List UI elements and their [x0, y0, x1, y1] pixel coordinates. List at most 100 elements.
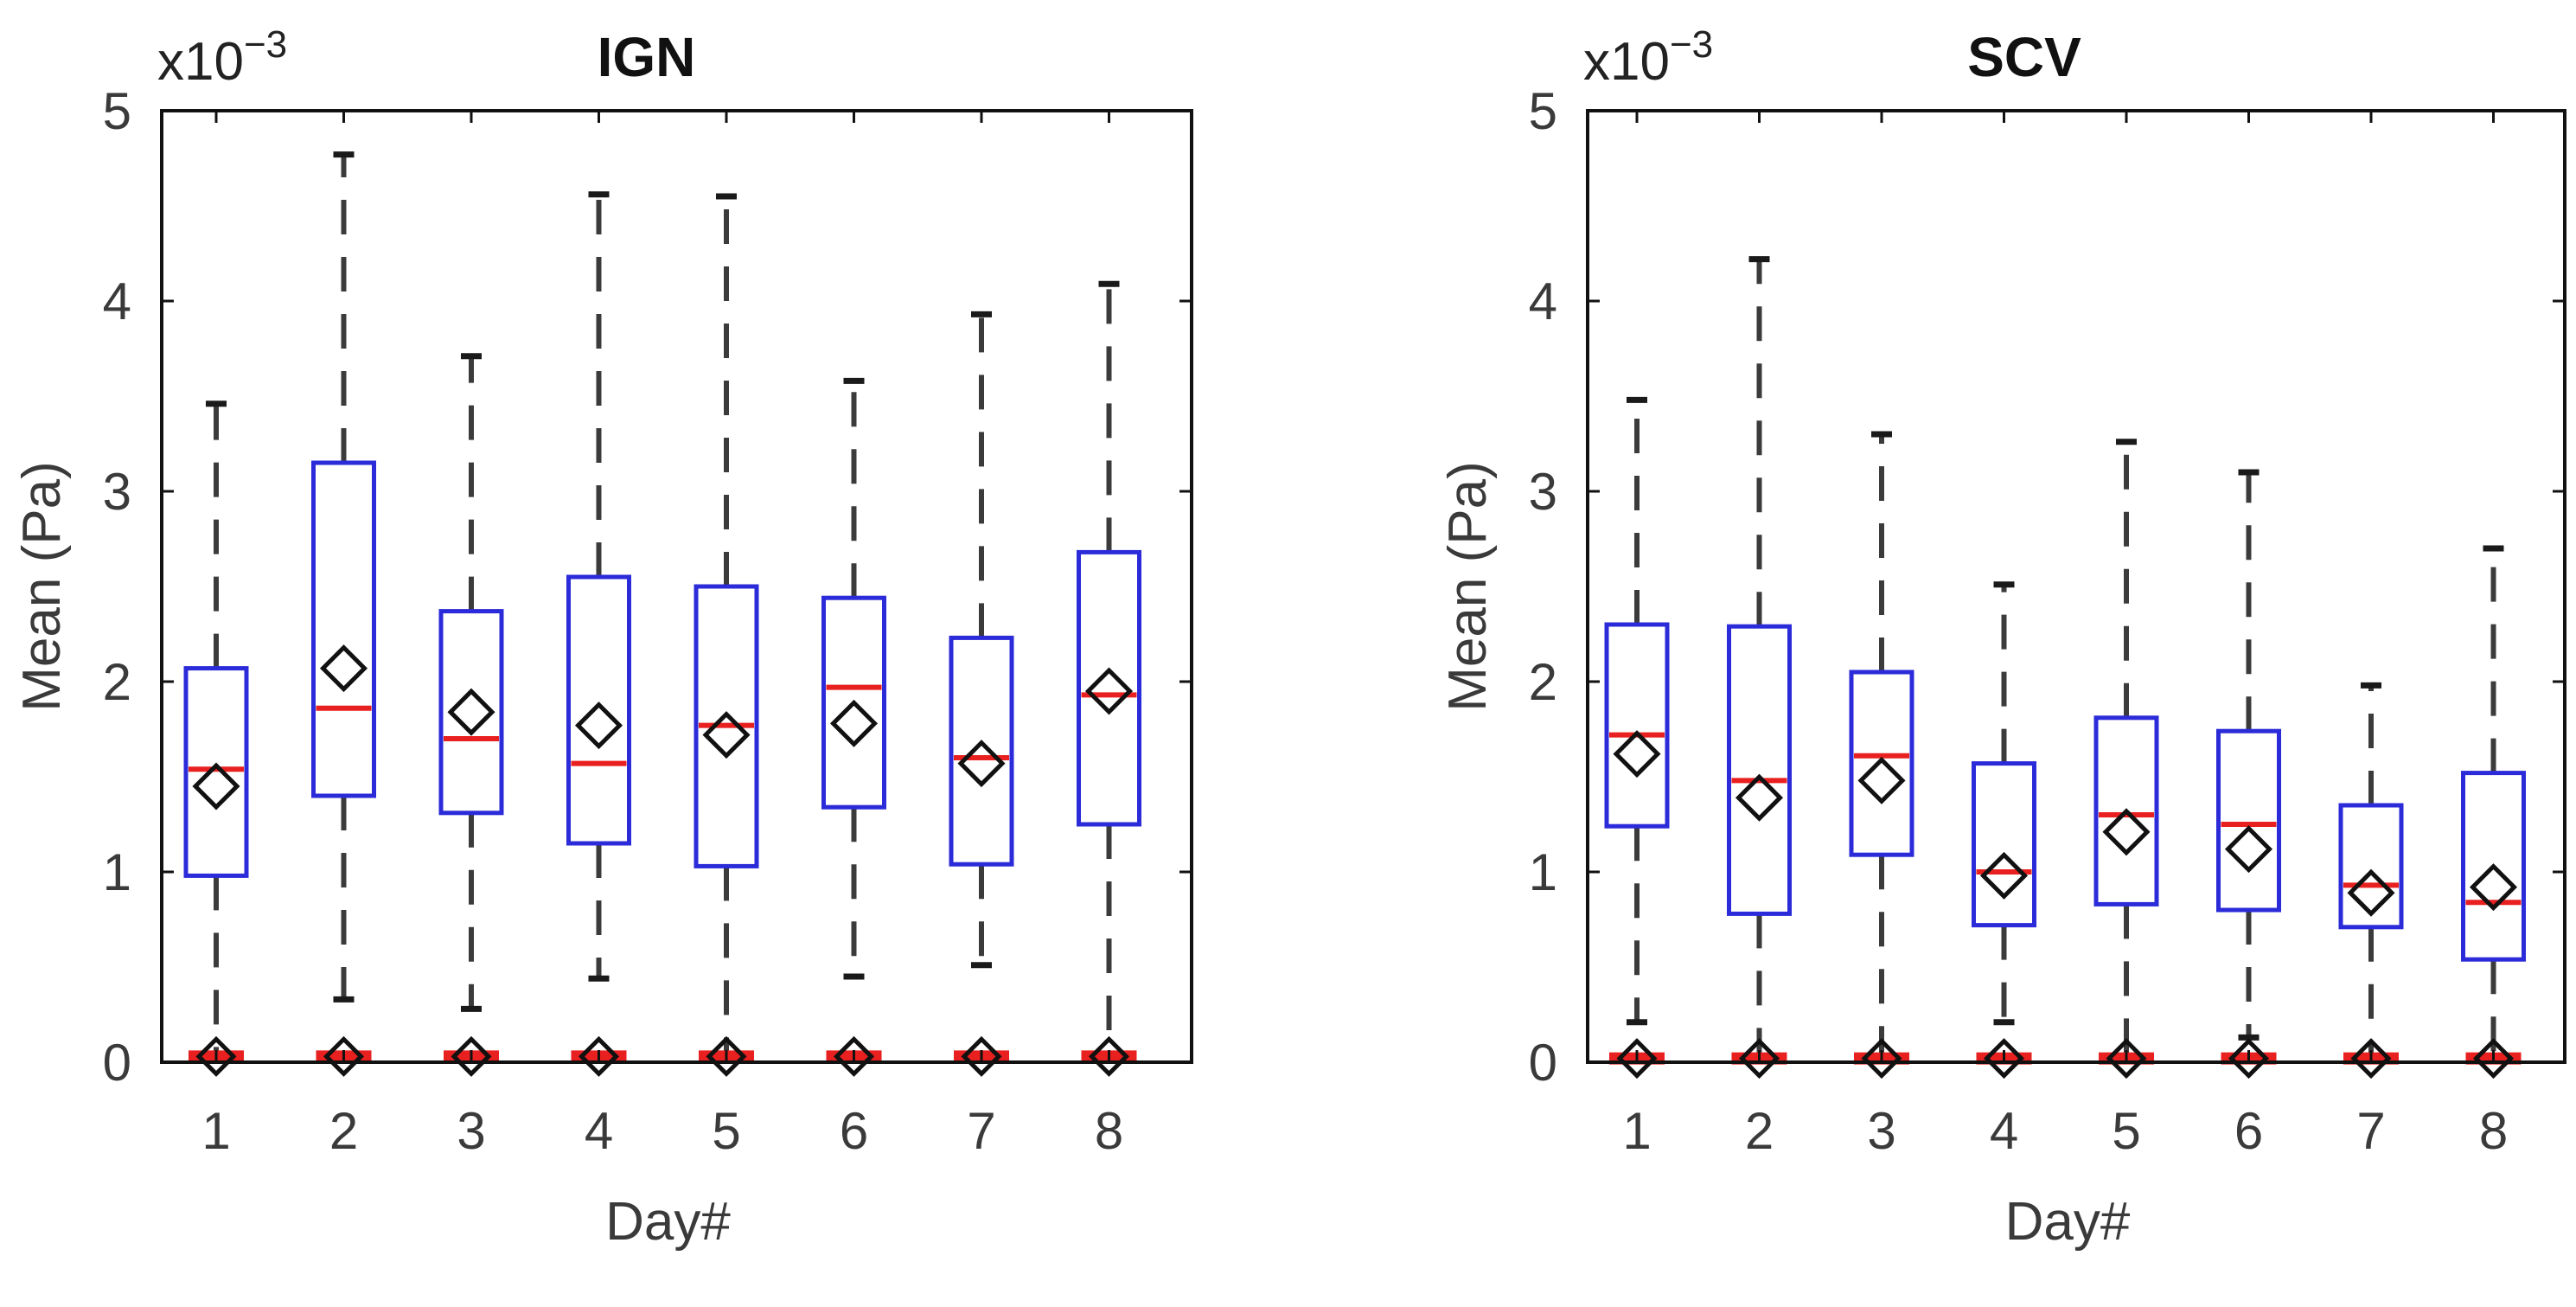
outlier-mean-marker — [578, 1035, 620, 1077]
mean-marker — [574, 702, 623, 750]
iqr-box — [2216, 728, 2281, 913]
y-tick-label: 1 — [1529, 843, 1557, 901]
mean-marker — [1613, 730, 1661, 778]
box-day-8 — [1077, 280, 1141, 1077]
axes-frame — [1586, 109, 2566, 1064]
mean-marker — [2102, 808, 2151, 856]
outlier-mean-marker — [451, 1035, 492, 1077]
y-tick-label: 4 — [1529, 272, 1557, 330]
iqr-box — [821, 595, 886, 810]
scale-label: x10−3 — [1583, 23, 1713, 92]
iqr-box — [1604, 622, 1670, 829]
outlier-mean-marker — [961, 1035, 1002, 1077]
mean-marker — [1735, 773, 1784, 822]
box-day-6 — [2216, 469, 2281, 1080]
box-day-7 — [949, 311, 1014, 1077]
x-tick-label: 1 — [1622, 1102, 1651, 1160]
y-tick-label: 0 — [103, 1034, 131, 1092]
iqr-box — [949, 635, 1014, 867]
panel-scv: x10−3 SCV 0 1 2 3 4 5 Mean (Pa) 1 2 3 4 5 6 7 8 Day# — [1438, 23, 2566, 1252]
scale-label: x10−3 — [157, 23, 287, 92]
x-tick-label: 1 — [201, 1102, 230, 1160]
iqr-box — [1972, 761, 2036, 928]
outlier-mean-marker — [1616, 1038, 1658, 1080]
x-tick-label: 4 — [585, 1102, 613, 1160]
box-day-4 — [1972, 581, 2036, 1080]
x-tick-label: 6 — [840, 1102, 868, 1160]
box-day-1 — [183, 400, 249, 1077]
iqr-box — [1077, 549, 1141, 827]
panel-ign: x10−3 IGN 0 1 2 3 4 5 Mean (Pa) 1 2 3 4 5 6 7 8 Day# — [12, 23, 1193, 1252]
x-tick-label: 3 — [1867, 1102, 1895, 1160]
x-tick-label: 3 — [457, 1102, 485, 1160]
y-tick-label: 3 — [103, 463, 131, 521]
y-tick-label: 3 — [1529, 463, 1557, 521]
y-tick-label: 1 — [103, 843, 131, 901]
scale-exponent: −3 — [1670, 23, 1713, 66]
x-tick-label: 6 — [2234, 1102, 2263, 1160]
y-axis-label: Mean (Pa) — [12, 461, 72, 711]
y-tick-label: 2 — [1529, 653, 1557, 711]
x-axis-label: Day# — [605, 1192, 731, 1252]
outlier-mean-marker — [706, 1035, 747, 1077]
mean-marker — [702, 711, 751, 759]
outlier-mean-marker — [1861, 1038, 1902, 1080]
y-tick-label: 4 — [103, 272, 131, 330]
y-axis-label: Mean (Pa) — [1438, 461, 1498, 711]
outlier-mean-marker — [2350, 1038, 2392, 1080]
x-tick-label: 8 — [2479, 1102, 2508, 1160]
mean-marker — [957, 740, 1006, 788]
iqr-box — [2338, 803, 2404, 930]
x-tick-label: 7 — [967, 1102, 995, 1160]
iqr-box — [311, 460, 376, 798]
outlier-mean-marker — [1738, 1038, 1780, 1080]
box-day-4 — [566, 191, 631, 1077]
panel-title: SCV — [1967, 26, 2081, 88]
x-tick-label: 5 — [712, 1102, 740, 1160]
box-day-2 — [1727, 256, 1792, 1080]
outlier-mean-marker — [2472, 1038, 2515, 1080]
x-tick-label: 8 — [1095, 1102, 1123, 1160]
box-day-5 — [694, 193, 759, 1077]
x-tick-label: 7 — [2356, 1102, 2385, 1160]
box-day-3 — [1849, 431, 1914, 1080]
box-day-7 — [2338, 682, 2404, 1080]
y-tick-label: 2 — [103, 653, 131, 711]
box-day-5 — [2093, 439, 2159, 1080]
box-day-6 — [821, 377, 886, 1077]
axes-frame — [160, 109, 1193, 1064]
outlier-mean-marker — [1983, 1038, 2025, 1080]
outlier-mean-marker — [833, 1035, 875, 1077]
iqr-box — [1849, 670, 1914, 857]
mean-marker — [2347, 868, 2395, 917]
mean-marker — [192, 762, 240, 810]
iqr-box — [183, 666, 249, 878]
mean-marker — [1857, 756, 1906, 804]
mean-marker — [1979, 851, 2029, 900]
x-tick-label: 5 — [2112, 1102, 2140, 1160]
iqr-box — [566, 574, 631, 846]
box-day-2 — [311, 151, 376, 1077]
mean-marker — [2469, 863, 2518, 912]
box-day-3 — [438, 353, 504, 1077]
mean-marker — [1084, 667, 1134, 715]
outlier-mean-marker — [1088, 1035, 1130, 1077]
x-tick-label: 4 — [1990, 1102, 2018, 1160]
x-axis-label: Day# — [2005, 1192, 2131, 1252]
mean-marker — [829, 699, 879, 747]
panel-title: IGN — [598, 26, 696, 88]
box-day-8 — [2461, 545, 2526, 1080]
y-tick-label: 5 — [1529, 82, 1557, 140]
x-tick-label: 2 — [1745, 1102, 1774, 1160]
y-tick-label: 0 — [1529, 1034, 1557, 1092]
outlier-mean-marker — [195, 1035, 237, 1077]
iqr-box — [1727, 624, 1792, 916]
mean-marker — [2224, 825, 2273, 874]
x-tick-label: 2 — [329, 1102, 358, 1160]
scale-exponent: −3 — [244, 23, 287, 66]
y-tick-label: 5 — [103, 82, 131, 140]
mean-marker — [447, 688, 495, 736]
outlier-mean-marker — [2106, 1038, 2147, 1080]
mean-marker — [319, 644, 368, 693]
